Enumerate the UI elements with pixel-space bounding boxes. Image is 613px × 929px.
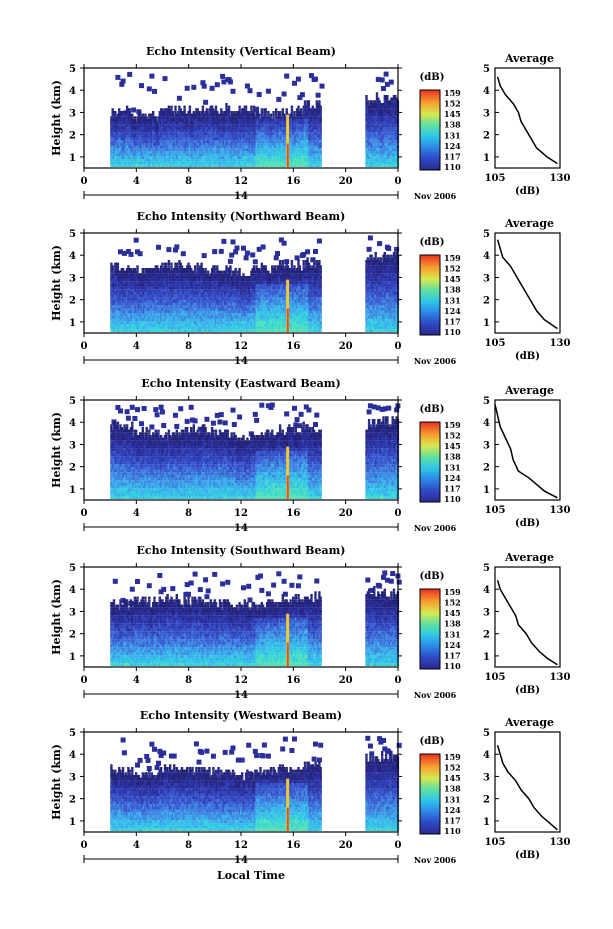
echo-cell (206, 111, 208, 114)
echo-cell (220, 108, 222, 111)
echo-cell (183, 108, 185, 111)
echo-cell (228, 79, 233, 84)
echo-cell (248, 88, 253, 93)
echo-cell (228, 111, 230, 114)
echo-cell (131, 108, 136, 113)
echo-cell (180, 108, 182, 111)
echo-cell (193, 111, 195, 114)
echo-cell (139, 114, 141, 117)
echo-cell (238, 111, 240, 114)
echo-cell (197, 108, 199, 111)
echo-cell (147, 86, 152, 91)
echo-cell (172, 114, 174, 117)
echo-cell (183, 106, 185, 109)
echo-cell (115, 75, 120, 80)
echo-cell (238, 108, 240, 111)
echo-cell (202, 108, 204, 111)
echo-cell (161, 108, 163, 111)
echo-cell (202, 84, 207, 89)
echo-cell (183, 111, 185, 114)
echo-cell (248, 111, 250, 114)
echo-cell (189, 111, 191, 114)
echo-cell (178, 106, 180, 109)
echo-cell (221, 111, 223, 114)
echo-cell (210, 86, 215, 91)
echo-cell (231, 89, 236, 94)
echo-cell (238, 106, 240, 109)
echo-cell (129, 111, 131, 114)
echo-cell (163, 76, 168, 81)
echo-cell (215, 108, 217, 111)
echo-cell (185, 86, 190, 91)
echo-cell (203, 100, 208, 105)
radar-figure: Echo Intensity (Vertical Beam)12345Heigh… (0, 0, 613, 929)
echo-cell (155, 116, 157, 119)
echo-cell (131, 114, 133, 117)
echo-cell (126, 106, 128, 109)
echo-cell (114, 114, 116, 117)
echo-cell (233, 111, 235, 114)
echo-cell (245, 84, 250, 89)
echo-cell (170, 108, 172, 111)
echo-cell (212, 108, 214, 111)
echo-cell (127, 72, 132, 77)
echo-cell (114, 111, 116, 114)
echo-cell (172, 111, 174, 114)
echo-cell (189, 108, 191, 111)
echo-cell (168, 106, 170, 109)
echo-cell (155, 119, 157, 122)
echo-cell (206, 108, 208, 111)
echo-cell (174, 108, 176, 111)
echo-cell (198, 111, 200, 114)
echo-cell (250, 108, 252, 111)
echo-cell (215, 82, 220, 87)
echo-cell (149, 74, 154, 79)
echo-cell (112, 108, 114, 111)
echo-cell (131, 116, 133, 119)
echo-cell (202, 111, 204, 114)
heatmap-cells (110, 72, 399, 167)
echo-cell (228, 106, 230, 109)
echo-cell (225, 106, 227, 109)
panel-title: Echo Intensity (Vertical Beam) (146, 45, 336, 58)
echo-cell (134, 119, 136, 122)
echo-cell (225, 103, 227, 106)
echo-cell (228, 114, 230, 117)
echo-cell (134, 116, 136, 119)
echo-cell (202, 106, 204, 109)
echo-cell (245, 108, 247, 111)
echo-cell (142, 114, 144, 117)
echo-cell (118, 108, 120, 111)
echo-cell (146, 116, 148, 119)
echo-cell (220, 74, 225, 79)
echo-cell (189, 106, 191, 109)
echo-cell (139, 111, 141, 114)
echo-cell (215, 106, 217, 109)
echo-cell (216, 111, 218, 114)
echo-cell (121, 79, 126, 84)
panel-0: Echo Intensity (Vertical Beam)12345Heigh… (50, 45, 570, 202)
echo-cell (139, 83, 144, 88)
echo-cell (144, 114, 146, 117)
echo-cell (152, 89, 157, 94)
echo-cell (129, 108, 131, 111)
echo-cell (152, 114, 154, 117)
echo-cell (191, 85, 196, 90)
echo-cell (245, 106, 247, 109)
echo-cell (231, 111, 233, 114)
echo-cell (174, 111, 176, 114)
echo-cell (211, 106, 213, 109)
echo-cell (228, 108, 230, 111)
echo-cell (170, 106, 172, 109)
echo-cell (152, 111, 154, 114)
echo-cell (174, 106, 176, 109)
echo-cell (177, 96, 182, 101)
echo-cell (250, 106, 252, 109)
